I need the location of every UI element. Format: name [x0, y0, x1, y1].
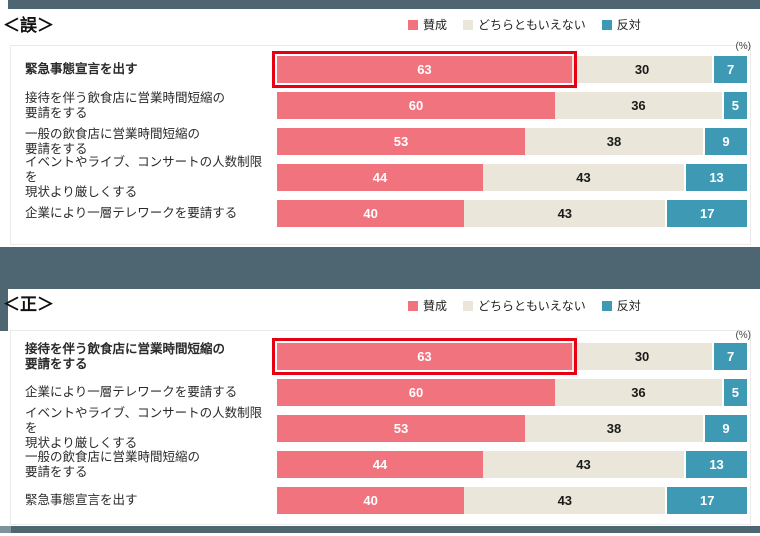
bar-segment-oppose: 5 [723, 92, 747, 119]
bar-segment-oppose: 9 [704, 415, 748, 442]
category-label: イベントやライブ、コンサートの人数制限を 現状より厳しくする [25, 406, 263, 450]
category-label: 緊急事態宣言を出す [25, 62, 138, 76]
chart-row: 一般の飲食店に営業時間短縮の 要請をする 53 38 9 [25, 126, 748, 156]
chart-title-wrong: ＜誤＞ [3, 16, 54, 35]
legend-swatch-icon-oppose [601, 19, 612, 30]
chart-rows-correct: 接待を伴う飲食店に営業時間短縮の 要請をする 63 30 7 企業により一層テレワークを… [25, 338, 748, 523]
bar-segment-oppose: 7 [714, 343, 747, 370]
legend-wrong: 賛成 どちらともいえない 反対 [408, 16, 641, 33]
legend-swatch-icon-neutral [463, 19, 474, 30]
legend-item-neutral: どちらともいえない [463, 16, 586, 33]
stacked-bar: 44 43 13 [277, 451, 747, 478]
category-label: 緊急事態宣言を出す [25, 493, 138, 507]
stacked-bar: 63 30 7 [272, 338, 747, 375]
legend-item-oppose: 反対 [601, 297, 641, 314]
category-label: 企業により一層テレワークを要請する [25, 206, 238, 220]
legend-correct: 賛成 どちらともいえない 反対 [408, 297, 641, 314]
chart-title-correct: ＜正＞ [3, 295, 54, 314]
top-accent-bar [8, 0, 760, 9]
legend-label-agree: 賛成 [423, 299, 448, 313]
legend-item-neutral: どちらともいえない [463, 297, 586, 314]
bar-segment-oppose: 13 [686, 164, 747, 191]
bar-segment-oppose: 9 [704, 128, 748, 155]
bar-segment-agree: 60 [277, 379, 556, 406]
legend-swatch-icon-agree [408, 19, 418, 30]
legend-label-neutral: どちらともいえない [478, 18, 586, 32]
category-label: 企業により一層テレワークを要請する [25, 385, 238, 399]
bar-segment-oppose: 5 [723, 379, 747, 406]
bar-segment-neutral: 43 [482, 164, 685, 191]
bar-segment-oppose: 7 [714, 56, 747, 83]
middle-accent-bar [0, 247, 760, 289]
bar-segment-neutral: 30 [571, 343, 713, 370]
chart-row: イベントやライブ、コンサートの人数制限を 現状より厳しくする 44 43 13 [25, 155, 747, 199]
legend-swatch-icon-agree [408, 300, 418, 311]
legend-swatch-icon-oppose [601, 300, 612, 311]
legend-item-oppose: 反対 [601, 16, 641, 33]
middle-accent-tab [0, 289, 8, 331]
bar-segment-agree: 63 [272, 51, 577, 88]
stacked-bar: 60 36 5 [277, 379, 747, 406]
legend-item-agree: 賛成 [408, 297, 447, 314]
bar-segment-oppose: 17 [667, 487, 747, 514]
chart-row: 緊急事態宣言を出す 40 43 17 [25, 487, 747, 514]
legend-item-agree: 賛成 [408, 16, 447, 33]
bar-segment-agree: 40 [277, 200, 465, 227]
bar-segment-agree: 60 [277, 92, 556, 119]
chart-row: 接待を伴う飲食店に営業時間短縮の 要請をする 60 36 5 [25, 90, 747, 120]
bar-segment-agree: 53 [277, 128, 526, 155]
bar-segment-neutral: 43 [482, 451, 685, 478]
category-label: 一般の飲食店に営業時間短縮の 要請をする [25, 449, 201, 479]
chart-row: 接待を伴う飲食店に営業時間短縮の 要請をする 63 30 7 [25, 338, 747, 375]
bar-segment-neutral: 38 [525, 415, 703, 442]
bar-segment-neutral: 38 [525, 128, 703, 155]
chart-row: 緊急事態宣言を出す 63 30 7 [25, 51, 747, 88]
bar-segment-neutral: 36 [555, 379, 722, 406]
stacked-bar: 44 43 13 [277, 164, 747, 191]
stacked-bar: 63 30 7 [272, 51, 747, 88]
category-label: イベントやライブ、コンサートの人数制限を 現状より厳しくする [25, 155, 263, 199]
stacked-bar: 60 36 5 [277, 92, 747, 119]
category-label: 一般の飲食店に営業時間短縮の 要請をする [25, 126, 201, 156]
category-label: 接待を伴う飲食店に営業時間短縮の 要請をする [25, 341, 226, 371]
stacked-bar: 53 38 9 [277, 128, 748, 155]
stacked-bar: 40 43 17 [277, 487, 747, 514]
stacked-bar: 53 38 9 [277, 415, 748, 442]
bottom-accent-bar [0, 526, 760, 533]
bar-segment-oppose: 13 [686, 451, 747, 478]
legend-label-neutral: どちらともいえない [478, 299, 586, 313]
chart-rows-wrong: 緊急事態宣言を出す 63 30 7 接待を伴う飲食店に営業時間短縮の 要請をする 60 36… [25, 51, 748, 236]
bar-segment-neutral: 43 [464, 487, 666, 514]
legend-label-agree: 賛成 [423, 18, 448, 32]
stacked-bar: 40 43 17 [277, 200, 747, 227]
bar-segment-agree: 40 [277, 487, 465, 514]
legend-swatch-icon-neutral [463, 300, 474, 311]
bottom-accent-corner [0, 526, 11, 533]
bar-segment-agree: 44 [277, 451, 483, 478]
bar-segment-neutral: 43 [464, 200, 666, 227]
chart-row: イベントやライブ、コンサートの人数制限を 現状より厳しくする 53 38 9 [25, 406, 748, 450]
chart-row: 企業により一層テレワークを要請する 40 43 17 [25, 200, 747, 227]
chart-row: 一般の飲食店に営業時間短縮の 要請をする 44 43 13 [25, 449, 747, 479]
bar-segment-oppose: 17 [667, 200, 747, 227]
legend-label-oppose: 反対 [616, 299, 641, 313]
category-label: 接待を伴う飲食店に営業時間短縮の 要請をする [25, 90, 226, 120]
bar-segment-agree: 53 [277, 415, 526, 442]
bar-segment-neutral: 36 [555, 92, 722, 119]
unit-label-wrong: (%) [735, 41, 751, 52]
unit-label-correct: (%) [735, 330, 751, 341]
chart-row: 企業により一層テレワークを要請する 60 36 5 [25, 379, 747, 406]
legend-label-oppose: 反対 [616, 18, 641, 32]
bar-segment-neutral: 30 [571, 56, 713, 83]
bar-segment-agree: 63 [272, 338, 577, 375]
bar-segment-agree: 44 [277, 164, 483, 191]
